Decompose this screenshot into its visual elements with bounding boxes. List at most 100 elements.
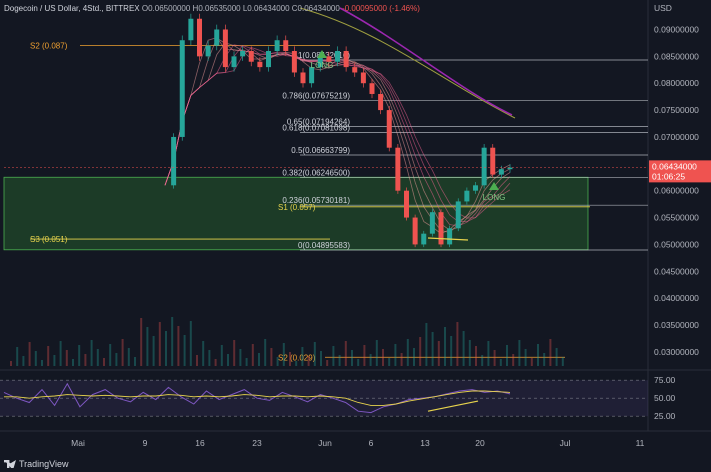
volume-bar [289, 352, 291, 366]
candle-body [188, 18, 194, 41]
tradingview-watermark: TradingView [4, 459, 69, 469]
candle-body [369, 83, 375, 94]
price-axis-label: 0.04000000 [654, 293, 699, 303]
rsi-line [3, 382, 511, 414]
sr-level-label: S1 (0.057) [278, 203, 316, 212]
candle-body [343, 50, 349, 68]
ma-100-line [339, 7, 513, 116]
sr-level-label: S2 (0.087) [30, 42, 68, 51]
volume-bar [351, 350, 353, 366]
time-axis-label: 23 [252, 438, 262, 448]
volume-bar [140, 318, 143, 366]
volume-bar [431, 332, 434, 366]
volume-bar [450, 336, 453, 366]
tradingview-logo-icon [4, 460, 16, 468]
candle-body [171, 136, 177, 186]
volume-bar [530, 358, 533, 366]
candle-body [222, 29, 228, 68]
last-price-countdown: 01:06:25 [652, 171, 685, 181]
volume-bar [233, 340, 236, 366]
volume-bar [282, 343, 285, 366]
volume-bar [84, 354, 87, 366]
price-axis-unit: USD [654, 3, 672, 13]
volume-bar [127, 348, 130, 366]
candle-body [179, 40, 185, 137]
candle-body [438, 212, 444, 245]
rsi-divergence-line [427, 400, 479, 412]
volume-bar [468, 340, 471, 366]
candle-body [231, 56, 237, 68]
volume-bar [462, 331, 465, 366]
volume-bar [344, 341, 347, 366]
candle-body [214, 29, 220, 46]
volume-bar [332, 346, 335, 366]
volume-bar [369, 354, 372, 366]
long-signal-label: LONG [483, 193, 506, 202]
price-axis-label: 0.08000000 [654, 78, 699, 88]
volume-bar [202, 341, 205, 366]
volume-bar [543, 353, 546, 366]
volume-bar [363, 345, 366, 366]
sr-level-label: S3 (0.051) [30, 235, 68, 244]
price-axis-label: 0.04500000 [654, 266, 699, 276]
volume-bar [425, 323, 428, 366]
sr-level-label: S2 (0.029) [278, 353, 316, 362]
volume-bar [158, 322, 161, 366]
volume-bar [16, 347, 19, 366]
candle-body [404, 190, 409, 218]
volume-bar [189, 321, 192, 366]
volume-bar [406, 339, 409, 366]
volume-bar [227, 354, 229, 366]
volume-bar [258, 353, 260, 366]
candle-body [360, 72, 366, 84]
candle-body [447, 228, 453, 245]
price-axis-label: 0.08500000 [654, 51, 699, 61]
chart-header: Dogecoin / US Dollar, 4Std., BITTREX O0.… [4, 4, 420, 13]
time-axis-label: 13 [420, 438, 430, 448]
candle-body [464, 190, 470, 202]
volume-bar [22, 356, 25, 366]
volume-bar [152, 336, 155, 366]
rsi-axis-label: 75.00 [654, 375, 676, 385]
fib-level-label: 0.382(0.06246500) [282, 168, 350, 177]
time-axis-label: 16 [195, 438, 205, 448]
price-axis-label: 0.09000000 [654, 24, 699, 34]
volume-bar [524, 349, 527, 366]
volume-bar [196, 355, 198, 366]
candle-body [412, 217, 418, 245]
volume-bar [561, 357, 564, 366]
volume-bar [301, 347, 304, 366]
price-axis-label: 0.07500000 [654, 105, 699, 115]
ohlc-readout: O0.06500000 H0.06535000 L0.06434000 C0.0… [141, 4, 340, 13]
fib-level-label: 0.65(0.07194264) [287, 118, 351, 127]
volume-bar [437, 341, 440, 366]
volume-bar [103, 358, 105, 366]
candle-body [490, 147, 496, 175]
candle-body [309, 67, 315, 84]
volume-bar [475, 346, 477, 366]
volume-bar [53, 355, 56, 366]
volume-bar [65, 350, 68, 366]
candle-body [240, 50, 246, 57]
volume-bar [357, 359, 360, 366]
volume-bar [320, 351, 322, 366]
volume-bar [487, 341, 490, 366]
time-axis-label: 6 [369, 438, 374, 448]
volume-bar [41, 360, 43, 366]
candle-body [283, 40, 289, 51]
volume-bar [270, 348, 273, 366]
candle-body [266, 50, 271, 68]
candle-body [352, 67, 358, 73]
candle-body [205, 45, 211, 57]
volume-bar [165, 331, 167, 366]
fib-level-label: 0.786(0.07675219) [282, 92, 350, 101]
volume-bar [78, 345, 81, 366]
volume-bar [72, 359, 74, 366]
candle-body [395, 147, 401, 191]
long-signal-label: LONG [311, 61, 334, 70]
candle-body [257, 61, 263, 68]
volume-bar [456, 322, 459, 366]
time-axis-label: 20 [475, 438, 485, 448]
rsi-axis-label: 25.00 [654, 411, 676, 421]
ma-200-line [299, 7, 516, 119]
